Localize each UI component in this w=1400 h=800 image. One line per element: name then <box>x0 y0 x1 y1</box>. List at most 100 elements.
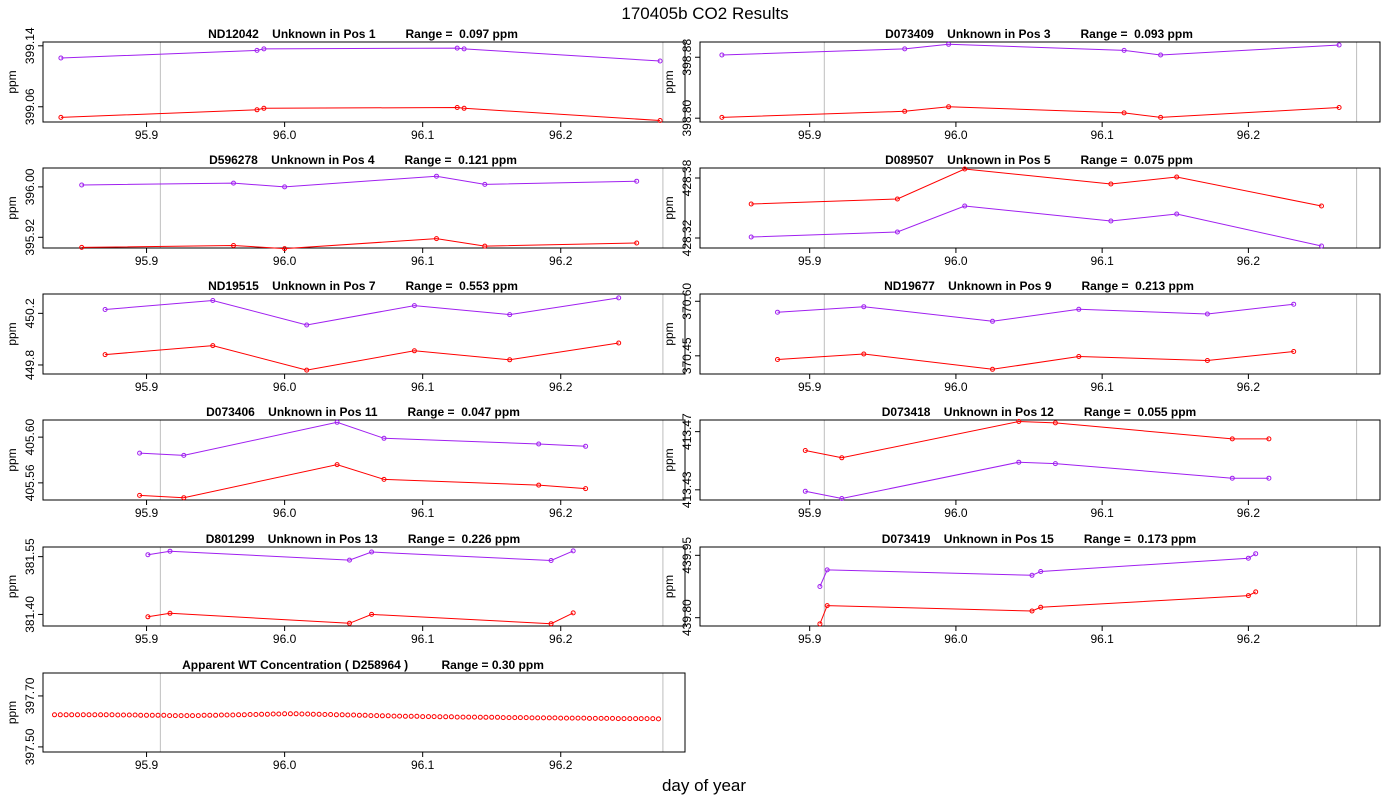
panel-8-frame <box>699 419 1381 501</box>
panel-10-ytick-label-2: 439.95 <box>680 537 694 574</box>
panel-6-upper-line <box>777 303 1294 322</box>
panel-4-xtick-label-1: 95.9 <box>798 254 822 268</box>
panel-9: D801299 Unknown in Pos 13 Range = 0.226 … <box>5 532 686 646</box>
panel-11-WT-point-8 <box>92 712 98 718</box>
panel-5-lower-point-3 <box>304 367 310 373</box>
panel-11-WT-point-21 <box>167 713 173 719</box>
panel-4-ytick-label-1: 428.32 <box>680 219 694 256</box>
panel-9-ytick-label-1: 381.40 <box>23 596 37 633</box>
panel-11-WT-point-95 <box>592 715 598 721</box>
panel-10-lower-point-6 <box>1253 589 1259 595</box>
panel-6-xtick-label-3: 96.1 <box>1090 380 1114 394</box>
panel-1-ylabel: ppm <box>5 70 19 93</box>
panel-11-WT-point-79 <box>500 715 506 721</box>
panel-11-ytick-label-1: 397.50 <box>23 728 37 765</box>
panel-11-WT-point-101 <box>627 716 633 722</box>
panel-11-WT-point-96 <box>598 715 604 721</box>
panel-3-lower-line <box>81 238 637 250</box>
panel-6-series-lower <box>775 349 1297 372</box>
panel-11-WT-point-17 <box>144 712 149 718</box>
panel-1: ND12042 Unknown in Pos 1 Range = 0.097 p… <box>5 27 686 142</box>
panel-11: Apparent WT Concentration ( D258964 ) Ra… <box>5 658 686 772</box>
panel-8-ylabel: ppm <box>662 448 676 471</box>
panel-1-upper-point-1 <box>58 55 64 61</box>
panel-11-WT-point-45 <box>305 711 311 717</box>
panel-6-title: ND19677 Unknown in Pos 9 Range = 0.213 p… <box>884 279 1194 293</box>
panel-8-upper-point-5 <box>1229 436 1235 442</box>
panel-11-WT-point-62 <box>402 713 408 719</box>
panel-2-xtick-label-4: 96.2 <box>1237 128 1261 142</box>
panel-9-title: D801299 Unknown in Pos 13 Range = 0.226 … <box>206 532 520 546</box>
panel-5-lower-point-6 <box>616 340 622 346</box>
panel-8-lower-point-3 <box>1016 459 1022 465</box>
panel-7-upper-point-4 <box>381 435 387 441</box>
panel-11-WT-point-106 <box>656 716 661 722</box>
panel-5: ND19515 Unknown in Pos 7 Range = 0.553 p… <box>5 279 686 394</box>
panel-11-WT-point-63 <box>408 713 414 719</box>
panel-5-lower-line <box>105 342 619 371</box>
panel-3-upper-point-4 <box>434 173 439 179</box>
panel-3-upper-point-1 <box>79 182 85 188</box>
panel-10-upper-point-3 <box>1029 572 1035 578</box>
panel-2-title: D073409 Unknown in Pos 3 Range = 0.093 p… <box>885 27 1193 41</box>
panel-11-WT-point-90 <box>564 715 569 721</box>
panel-11-WT-point-15 <box>132 712 138 718</box>
panel-11-WT-point-59 <box>385 713 391 719</box>
panel-8-series-lower <box>802 459 1272 501</box>
panel-1-xtick-label-2: 96.0 <box>273 128 297 142</box>
panel-5-lower-point-4 <box>411 348 417 354</box>
panel-11-WT-point-14 <box>126 712 132 718</box>
panel-4-lower-point-1 <box>748 234 754 240</box>
panel-11-WT-point-67 <box>431 714 437 720</box>
panel-6-series-upper <box>775 301 1297 324</box>
panel-10-title: D073419 Unknown in Pos 15 Range = 0.173 … <box>882 532 1196 546</box>
panel-5-series-lower <box>102 340 622 373</box>
panel-8-xtick-label-3: 96.1 <box>1090 506 1114 520</box>
figure-xlabel: day of year <box>662 776 746 795</box>
panel-3-lower-point-6 <box>634 240 640 246</box>
panel-5-upper-point-6 <box>616 295 622 301</box>
panel-3-xtick-label-3: 96.1 <box>411 254 435 268</box>
panel-11-WT-point-13 <box>121 712 126 718</box>
panel-8-xtick-label-4: 96.2 <box>1237 506 1261 520</box>
panel-7-lower-point-5 <box>536 482 542 488</box>
panel-1-upper-point-3 <box>261 46 267 52</box>
panel-11-WT-point-71 <box>454 714 460 720</box>
panel-1-title: ND12042 Unknown in Pos 1 Range = 0.097 p… <box>208 27 518 41</box>
panel-9-lower-point-2 <box>167 610 173 616</box>
panel-2-lower-point-1 <box>719 114 725 120</box>
panel-11-WT-point-88 <box>552 715 558 721</box>
panel-10-lower-point-1 <box>817 621 823 627</box>
panel-10-xtick-label-3: 96.1 <box>1090 632 1114 646</box>
panel-3-series-lower <box>79 236 640 252</box>
panel-3-ylabel: ppm <box>5 196 19 219</box>
panel-7-ylabel: ppm <box>5 448 19 471</box>
panel-6-lower-point-1 <box>775 357 780 362</box>
panel-3-upper-line <box>81 175 637 188</box>
panel-11-WT-point-19 <box>155 712 161 718</box>
panel-11-WT-point-61 <box>397 713 403 719</box>
panel-3-upper-point-3 <box>282 184 288 190</box>
panel-11-WT-point-98 <box>610 715 615 721</box>
panel-5-lower-point-5 <box>507 357 513 363</box>
panel-7-series-upper <box>137 419 589 458</box>
panel-8-lower-point-5 <box>1229 475 1235 481</box>
panel-3-ytick-label-1: 395.92 <box>23 219 37 256</box>
panel-8-upper-point-1 <box>802 448 808 453</box>
panel-6-lower-point-4 <box>1076 354 1082 359</box>
panel-7-title: D073406 Unknown in Pos 11 Range = 0.047 … <box>206 405 520 419</box>
panel-11-WT-point-31 <box>224 712 230 718</box>
panel-9-ytick-label-2: 381.55 <box>23 538 37 575</box>
panel-11-WT-point-48 <box>322 712 328 717</box>
panel-2-upper-point-1 <box>719 52 725 58</box>
panel-9-lower-point-6 <box>570 610 576 616</box>
panel-11-WT-point-78 <box>495 714 500 720</box>
panel-2-ytick-label-1: 398.80 <box>680 100 694 137</box>
panel-10-xtick-label-4: 96.2 <box>1237 632 1261 646</box>
panel-10-upper-point-5 <box>1245 555 1251 561</box>
panel-8-upper-line <box>805 420 1269 459</box>
panel-4-xtick-label-4: 96.2 <box>1237 254 1261 268</box>
panel-2-xtick-label-2: 96.0 <box>944 128 968 142</box>
panel-11-WT-point-65 <box>420 714 426 720</box>
panel-7-lower-point-6 <box>583 486 589 492</box>
